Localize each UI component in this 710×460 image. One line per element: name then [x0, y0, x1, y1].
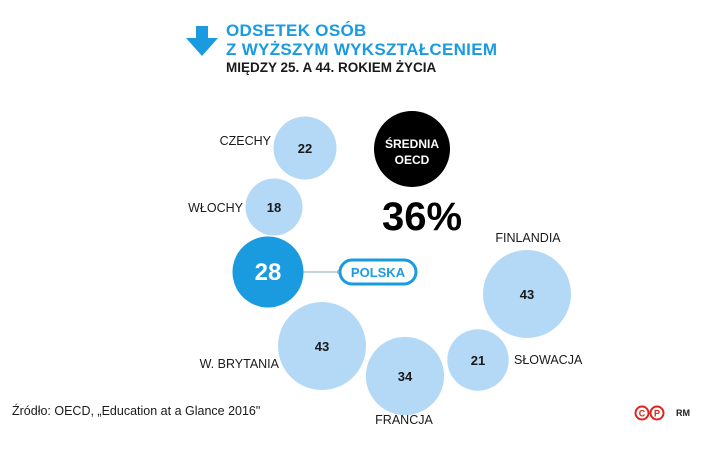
bubble-value: 18: [267, 200, 281, 215]
bubble-finlandia: [483, 250, 571, 338]
highlight-pill: [338, 258, 418, 286]
source-note: Źródło: OECD, „Education at a Glance 201…: [12, 404, 261, 418]
bubble-w-brytania: [278, 302, 366, 390]
svg-text:C: C: [639, 409, 646, 419]
author-initials: RM: [676, 408, 690, 418]
country-label: SŁOWACJA: [514, 353, 583, 367]
country-label: FINLANDIA: [495, 231, 561, 245]
oecd-average-label-line1: ŚREDNIA: [385, 136, 439, 151]
bubble-value: 43: [520, 287, 534, 302]
svg-text:P: P: [654, 409, 660, 419]
chart-title-line1: ODSETEK OSÓB: [226, 21, 367, 40]
bubble-s-owacja: [447, 329, 509, 391]
highlight-label: POLSKA: [351, 265, 406, 280]
country-label: WŁOCHY: [188, 201, 244, 215]
country-label: FRANCJA: [375, 413, 433, 427]
oecd-average-circle: [374, 111, 450, 187]
arrow-down-icon: [186, 26, 218, 56]
bubble-value: 21: [471, 353, 485, 368]
bubble-czechy: [273, 116, 337, 180]
chart-subtitle: MIĘDZY 25. A 44. ROKIEM ŻYCIA: [226, 60, 437, 75]
bubble-value: 28: [255, 259, 282, 286]
bubble-w-ochy: [245, 178, 303, 236]
bubble-value: 43: [315, 339, 329, 354]
bubble-francja: [365, 336, 445, 416]
bubble-value: 22: [298, 141, 312, 156]
oecd-average-label-line2: OECD: [395, 153, 430, 167]
oecd-average-value: 36%: [382, 195, 462, 239]
country-label: W. BRYTANIA: [200, 357, 280, 371]
bubble-value: 34: [398, 369, 413, 384]
cp-logo-icon: C P: [634, 405, 665, 421]
chart-title-line2: Z WYŻSZYM WYKSZTAŁCENIEM: [226, 40, 498, 59]
bubble-polska: [232, 236, 304, 308]
country-label: CZECHY: [220, 134, 272, 148]
